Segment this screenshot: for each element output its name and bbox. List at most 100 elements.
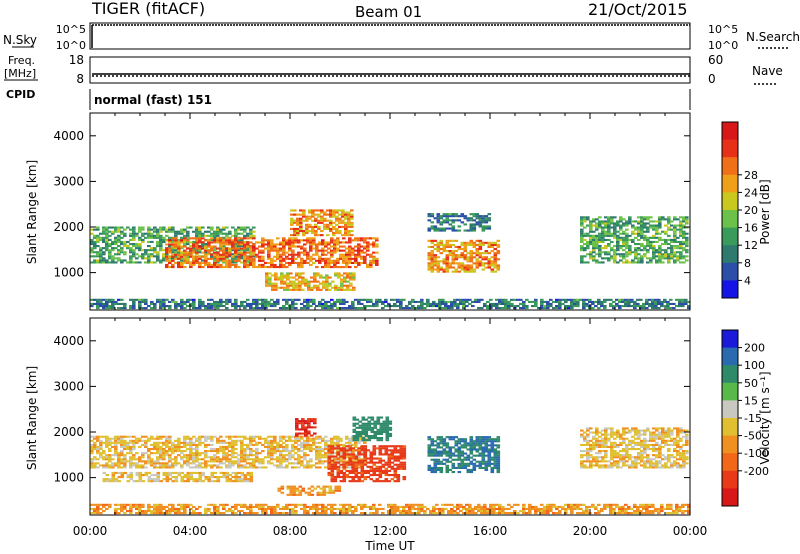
data-cell: [651, 300, 655, 303]
data-cell: [338, 225, 342, 228]
data-cell: [583, 216, 587, 219]
data-cell: [117, 226, 121, 229]
data-cell: [108, 243, 112, 246]
data-cell: [347, 215, 351, 218]
data-cell: [132, 443, 136, 446]
data-cell: [616, 243, 620, 246]
data-cell: [332, 211, 336, 214]
data-cell: [309, 239, 313, 242]
data-cell: [156, 435, 160, 438]
data-cell: [292, 485, 297, 488]
data-cell: [366, 253, 370, 256]
data-cell: [162, 474, 167, 477]
data-cell: [657, 298, 661, 301]
data-cell: [293, 234, 297, 237]
data-cell: [231, 255, 235, 258]
data-cell: [670, 245, 674, 248]
data-cell: [646, 238, 650, 241]
data-cell: [615, 302, 619, 305]
data-cell: [234, 462, 238, 465]
data-cell: [312, 257, 316, 260]
data-cell: [135, 441, 139, 444]
data-cell: [451, 239, 456, 242]
data-cell: [345, 460, 349, 463]
data-cell: [309, 448, 313, 451]
data-cell: [240, 245, 244, 248]
data-cell: [93, 302, 97, 305]
data-cell: [138, 460, 142, 463]
data-cell: [484, 241, 489, 244]
data-cell: [673, 218, 677, 221]
data-cell: [373, 426, 378, 429]
data-cell: [361, 432, 366, 435]
data-cell: [597, 302, 601, 305]
data-cell: [273, 247, 277, 250]
data-cell: [652, 257, 656, 260]
data-cell: [280, 278, 284, 281]
data-cell: [291, 466, 295, 469]
data-cell: [111, 454, 115, 457]
data-cell: [156, 253, 160, 256]
data-cell: [471, 300, 475, 303]
data-cell: [453, 302, 457, 305]
data-cell: [366, 449, 371, 452]
data-cell: [634, 247, 638, 250]
data-cell: [496, 252, 501, 255]
data-cell: [363, 463, 368, 466]
data-cell: [336, 457, 341, 460]
data-cell: [463, 266, 468, 269]
data-cell: [258, 266, 262, 269]
data-cell: [586, 245, 590, 248]
data-cell: [243, 305, 247, 308]
data-cell: [616, 230, 620, 233]
data-cell: [147, 226, 151, 229]
data-cell: [469, 217, 474, 220]
data-cell: [271, 288, 275, 291]
data-cell: [213, 458, 217, 461]
data-cell: [291, 298, 295, 301]
data-cell: [159, 448, 163, 451]
data-cell: [282, 307, 286, 310]
data-cell: [460, 268, 465, 271]
data-cell: [295, 282, 299, 285]
data-cell: [246, 241, 250, 244]
data-cell: [308, 209, 312, 212]
data-cell: [90, 462, 94, 465]
data-cell: [297, 255, 301, 258]
data-cell: [525, 305, 529, 308]
data-cell: [141, 226, 145, 229]
data-cell: [153, 305, 157, 308]
data-cell: [679, 222, 683, 225]
data-cell: [487, 219, 492, 222]
data-cell: [174, 241, 178, 244]
data-cell: [168, 226, 172, 229]
data-cell: [305, 225, 309, 228]
data-cell: [640, 261, 644, 264]
data-cell: [308, 230, 312, 233]
data-cell: [339, 255, 343, 258]
data-cell: [317, 227, 321, 230]
data-cell: [354, 471, 359, 474]
data-cell: [264, 261, 268, 264]
data-cell: [108, 437, 112, 440]
data-cell: [344, 213, 348, 216]
data-cell: [159, 249, 163, 252]
data-cell: [354, 476, 359, 479]
data-cell: [445, 215, 450, 218]
data-cell: [270, 243, 274, 246]
data-cell: [552, 300, 556, 303]
data-cell: [384, 298, 388, 301]
data-cell: [292, 489, 297, 492]
data-cell: [147, 232, 151, 235]
data-cell: [231, 464, 235, 467]
data-cell: [303, 466, 307, 469]
data-cell: [339, 241, 343, 244]
data-cell: [216, 437, 220, 440]
data-cell: [96, 238, 100, 241]
data-cell: [330, 302, 334, 305]
data-cell: [192, 237, 196, 240]
data-cell: [496, 245, 501, 248]
data-cell: [295, 286, 299, 289]
data-cell: [607, 216, 611, 219]
data-cell: [159, 450, 163, 453]
